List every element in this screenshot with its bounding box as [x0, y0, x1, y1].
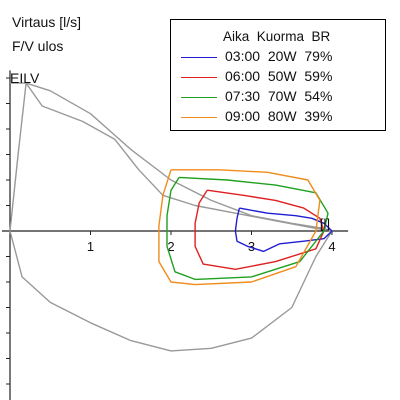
y-axis-label-line-2: F/V ulos — [12, 38, 64, 54]
legend-entry-label: 09:00 80W 39% — [225, 108, 333, 124]
legend-header: Aika Kuorma BR — [223, 29, 331, 44]
corner-label: EILV — [10, 70, 40, 86]
x-tick-label: 1 — [87, 239, 94, 254]
legend-entry: 03:00 20W 79% — [181, 48, 381, 66]
y-axis-label-line-1: Virtaus [l/s] — [12, 14, 81, 30]
series-line — [194, 189, 325, 270]
legend-box: Aika Kuorma BR 03:00 20W 79% 06:00 50W 5… — [170, 19, 386, 131]
series-line — [234, 207, 333, 253]
reference-curve — [10, 82, 333, 232]
legend-entry-label: 03:00 20W 79% — [225, 48, 333, 64]
reference-curve — [9, 230, 333, 352]
x-tick-label: 2 — [167, 239, 174, 254]
series-line — [166, 176, 329, 281]
legend-swatch — [181, 97, 217, 98]
legend-entry: 07:30 70W 54% — [181, 88, 381, 106]
legend-swatch — [181, 117, 217, 118]
series-line — [158, 169, 321, 286]
x-tick-label: 3 — [248, 239, 255, 254]
legend-entry: 09:00 80W 39% — [181, 108, 381, 126]
reference-curve — [9, 83, 27, 232]
x-axis-end-marker: [l] — [320, 216, 330, 231]
legend-entry: 06:00 50W 59% — [181, 68, 381, 86]
x-tick-label: 4 — [328, 239, 335, 254]
legend-entry-label: 06:00 50W 59% — [225, 68, 333, 84]
legend-entry-label: 07:30 70W 54% — [225, 88, 333, 104]
legend-swatch — [181, 77, 217, 78]
legend-swatch — [181, 57, 217, 58]
